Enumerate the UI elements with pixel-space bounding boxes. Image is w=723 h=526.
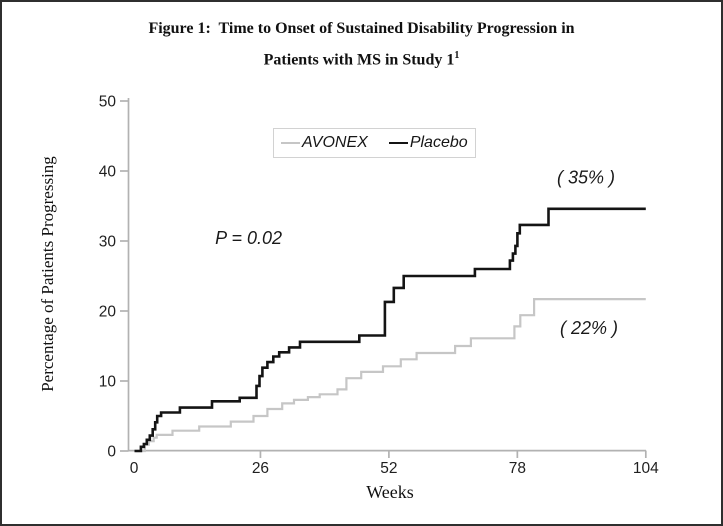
placebo-curve	[134, 207, 646, 453]
avonex-curve	[136, 298, 646, 453]
y-tick-label: 10	[99, 374, 117, 391]
y-tick-label: 30	[99, 234, 117, 251]
annotation-p-value: P = 0.02	[215, 228, 282, 248]
annotation-placebo-final: ( 35% )	[557, 167, 615, 187]
legend-entry-placebo: Placebo	[388, 134, 468, 152]
placebo-line-swatch	[388, 142, 408, 144]
x-tick-label: 0	[130, 460, 139, 477]
legend-label-placebo: Placebo	[409, 134, 468, 151]
figure-title-line2: Patients with MS in Study 11	[263, 50, 460, 69]
title-footnote-marker: 1	[454, 50, 460, 61]
figure-title: Figure 1: Time to Onset of Sustained Dis…	[2, 15, 721, 73]
annotation-avonex-final: ( 22% )	[560, 318, 618, 338]
y-tick-label: 0	[107, 444, 116, 461]
x-tick-label: 52	[380, 460, 397, 477]
figure-title-line1: Figure 1: Time to Onset of Sustained Dis…	[148, 20, 575, 37]
y-tick-label: 20	[99, 304, 117, 321]
y-tick-label: 40	[99, 164, 117, 181]
y-tick-label: 50	[99, 94, 117, 111]
x-tick-label: 78	[509, 460, 526, 477]
legend-entry-avonex: AVONEX	[281, 134, 368, 152]
x-axis-title: Weeks	[366, 482, 414, 502]
legend-label-avonex: AVONEX	[302, 134, 368, 151]
chart-legend: AVONEX Placebo	[273, 128, 476, 158]
x-tick-label: 104	[633, 460, 659, 477]
y-axis-title: Percentage of Patients Progressing	[38, 156, 57, 392]
avonex-line-swatch	[281, 142, 300, 144]
x-tick-label: 26	[252, 460, 269, 477]
